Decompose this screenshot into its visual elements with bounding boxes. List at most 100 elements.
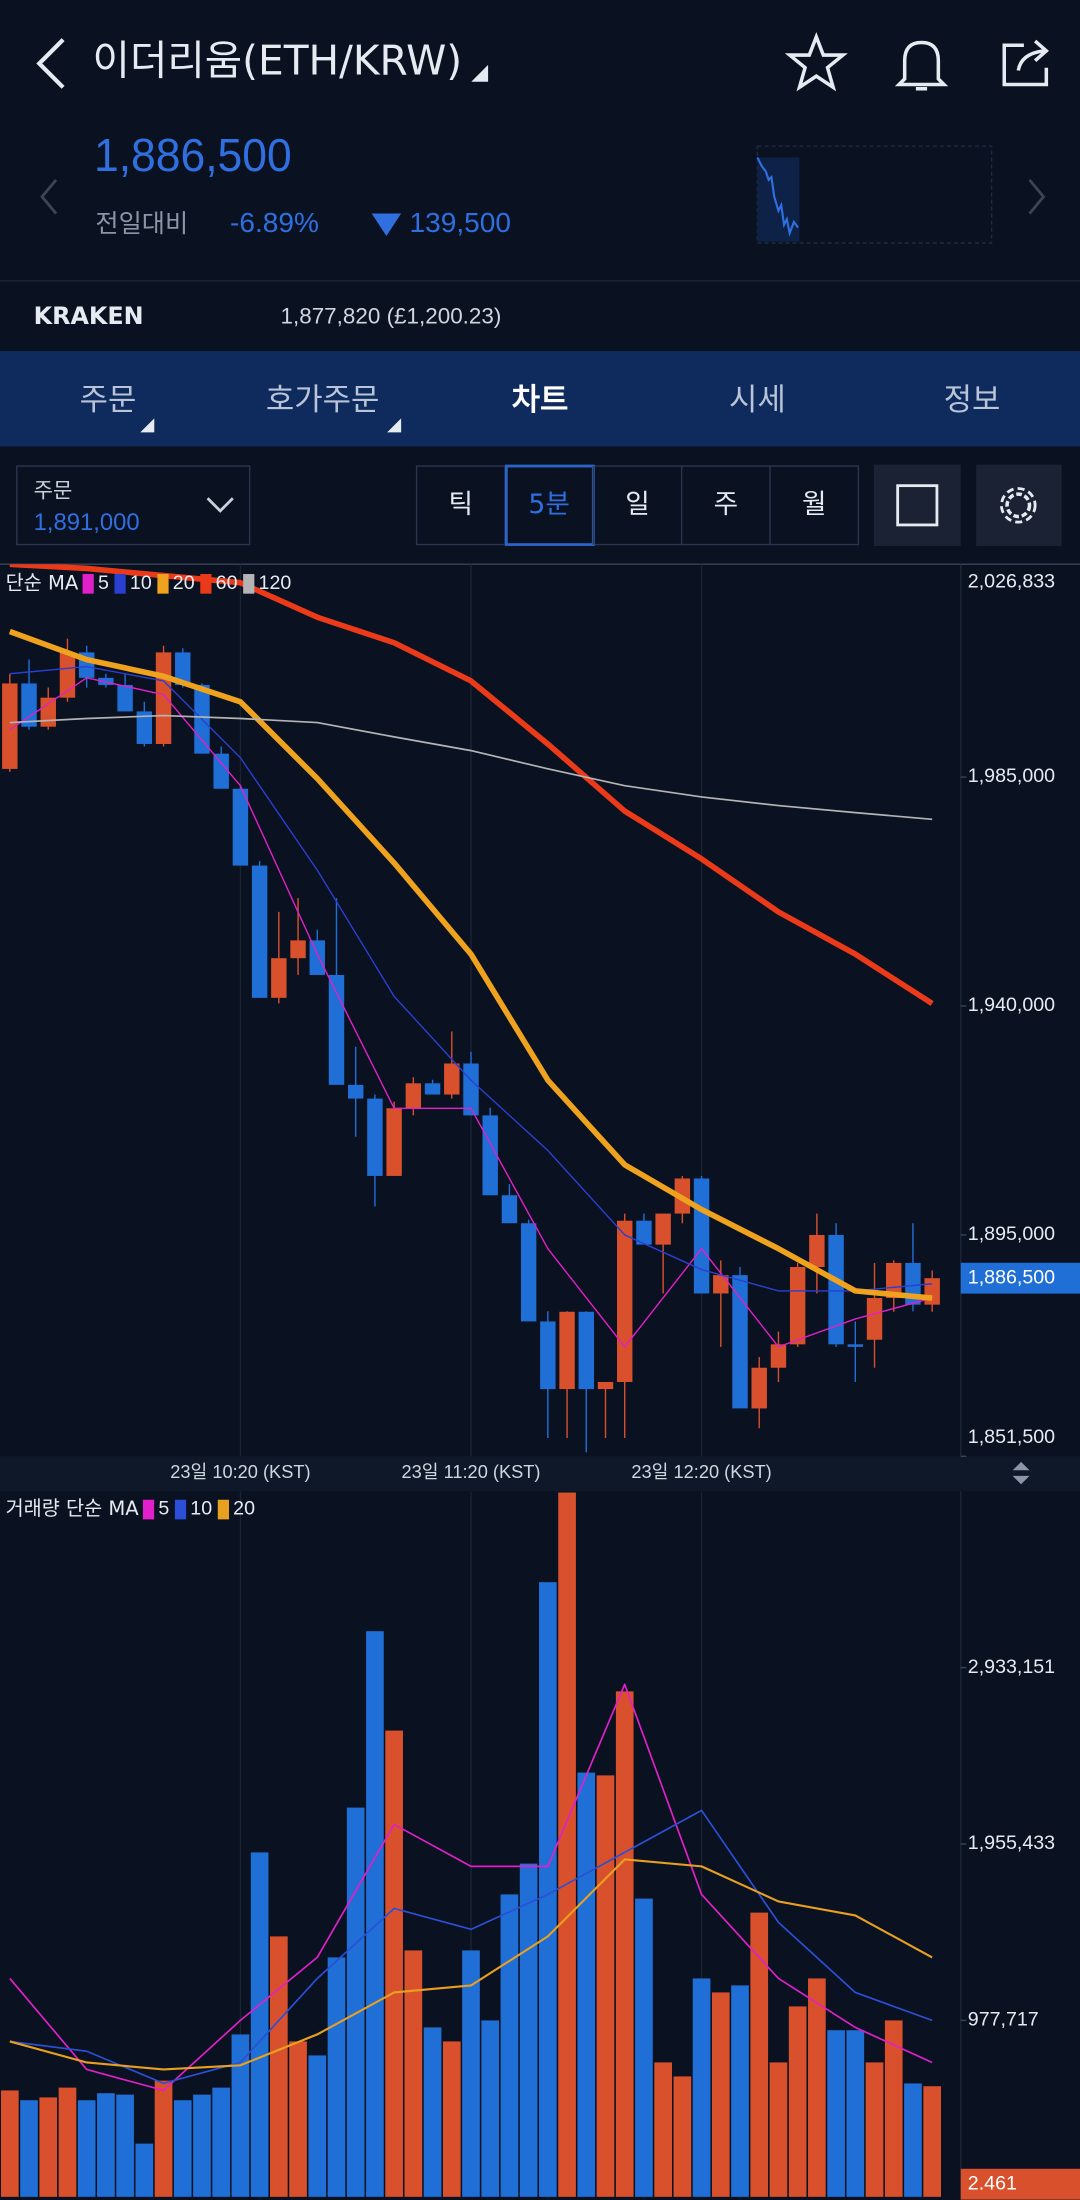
next-button[interactable] xyxy=(1028,178,1046,215)
sparkline xyxy=(756,156,799,238)
back-button[interactable] xyxy=(36,38,65,89)
candle-body xyxy=(482,1115,498,1196)
legend-swatch xyxy=(200,574,212,594)
candle-body xyxy=(328,974,345,1085)
volume-bar xyxy=(0,2090,19,2197)
candle-body xyxy=(693,1178,710,1294)
plot-area xyxy=(0,1492,942,2197)
period-button[interactable]: 5분 xyxy=(528,489,569,520)
tab[interactable]: 주문 xyxy=(80,382,137,418)
volume-bar xyxy=(558,1492,576,2197)
prev-button[interactable] xyxy=(40,178,58,215)
volume-bar xyxy=(212,2087,231,2197)
candle-body xyxy=(386,1108,402,1176)
period-button[interactable]: 월 xyxy=(802,489,827,520)
volume-bar xyxy=(692,1978,711,2197)
current-tag-label: 2.461 xyxy=(968,2172,1017,2194)
legend-title: 단순 MA xyxy=(6,571,79,594)
legend-label: 120 xyxy=(259,572,292,594)
candle-body xyxy=(175,652,191,685)
volume-bar xyxy=(539,1582,557,2197)
volume-bar xyxy=(135,2143,154,2197)
current-price: 1,886,500 xyxy=(94,129,292,181)
period-group xyxy=(415,465,860,546)
volume-bar xyxy=(884,2020,903,2197)
legend-swatch xyxy=(217,1499,229,1520)
time-axis-strip xyxy=(0,1456,1080,1492)
period-button[interactable]: 주 xyxy=(714,489,739,520)
tab[interactable]: 차트 xyxy=(512,382,569,418)
y-tick-label: 2,026,833 xyxy=(968,571,1055,593)
candle-body xyxy=(21,683,37,727)
candle-body xyxy=(290,940,306,959)
candle-body xyxy=(501,1195,518,1224)
legend-swatch xyxy=(243,574,255,594)
volume-bar xyxy=(289,2041,307,2197)
volume-bar xyxy=(596,1775,615,2197)
period-button[interactable]: 일 xyxy=(625,489,650,520)
tab[interactable]: 정보 xyxy=(944,382,1001,418)
down-triangle xyxy=(371,213,402,236)
candle-body xyxy=(578,1311,594,1390)
candle-body xyxy=(847,1344,864,1347)
volume-bar xyxy=(116,2094,134,2197)
candle-body xyxy=(597,1381,614,1390)
volume-bar xyxy=(750,1912,769,2197)
candle-body xyxy=(232,788,249,866)
candle-body xyxy=(886,1262,902,1299)
volume-bar xyxy=(577,1772,596,2197)
candle-body xyxy=(251,865,268,998)
volume-bar xyxy=(77,2100,96,2197)
volume-bar xyxy=(481,2020,500,2197)
volume-bar xyxy=(58,2087,77,2197)
candle-body xyxy=(2,683,18,769)
order-box[interactable] xyxy=(16,465,251,546)
y-tick-label: 1,955,433 xyxy=(968,1832,1055,1854)
legend-swatch xyxy=(174,1499,187,1520)
volume-bar xyxy=(635,1898,653,2197)
order-label: 주문 xyxy=(34,477,73,502)
volume-bar xyxy=(519,1863,538,2197)
y-tick-label: 1,985,000 xyxy=(968,765,1055,787)
share-button[interactable] xyxy=(1002,39,1050,87)
candle-body xyxy=(866,1298,883,1340)
draw-button[interactable] xyxy=(873,464,961,546)
settings-button[interactable] xyxy=(976,464,1062,546)
alarm-button[interactable] xyxy=(894,40,949,91)
volume-bar xyxy=(385,1730,403,2197)
candle-body xyxy=(40,697,56,727)
volume-bar xyxy=(500,1894,519,2197)
volume-bar xyxy=(865,2062,884,2197)
resize-handle[interactable] xyxy=(1012,1461,1030,1485)
volume-bar xyxy=(423,2027,442,2197)
legend-label: 5 xyxy=(98,572,109,594)
candle-body xyxy=(424,1083,441,1095)
exchange-name: KRAKEN xyxy=(34,302,144,330)
volume-bar xyxy=(615,1691,634,2197)
volume-bar xyxy=(769,2062,788,2197)
candle-body xyxy=(732,1275,748,1409)
title-dropdown[interactable] xyxy=(471,64,489,82)
tab[interactable]: 호가주문 xyxy=(266,382,380,418)
x-tick-label: 23일 11:20 (KST) xyxy=(402,1461,541,1482)
y-tick-label: 1,940,000 xyxy=(968,994,1055,1016)
y-tick-label: 977,717 xyxy=(968,2009,1039,2031)
plot-area xyxy=(2,564,940,1453)
volume-bar xyxy=(731,1985,749,2197)
candle-body xyxy=(213,753,229,789)
period-button[interactable]: 틱 xyxy=(449,489,474,520)
candle-body xyxy=(809,1234,825,1267)
ma-line xyxy=(9,714,933,821)
favorite-button[interactable] xyxy=(784,31,848,92)
candle-body xyxy=(828,1234,844,1345)
tab[interactable]: 시세 xyxy=(729,382,786,418)
candle-body xyxy=(367,1098,383,1176)
exchange-price: 1,877,820 (£1,200.23) xyxy=(281,303,502,328)
volume-bar xyxy=(308,2055,327,2197)
volume-bar xyxy=(673,2076,692,2197)
legend-label: 60 xyxy=(216,572,238,594)
candle-body xyxy=(117,684,133,712)
candle-body xyxy=(789,1266,806,1345)
y-tick-label: 1,851,500 xyxy=(968,1426,1055,1448)
volume-bar xyxy=(250,1852,269,2197)
